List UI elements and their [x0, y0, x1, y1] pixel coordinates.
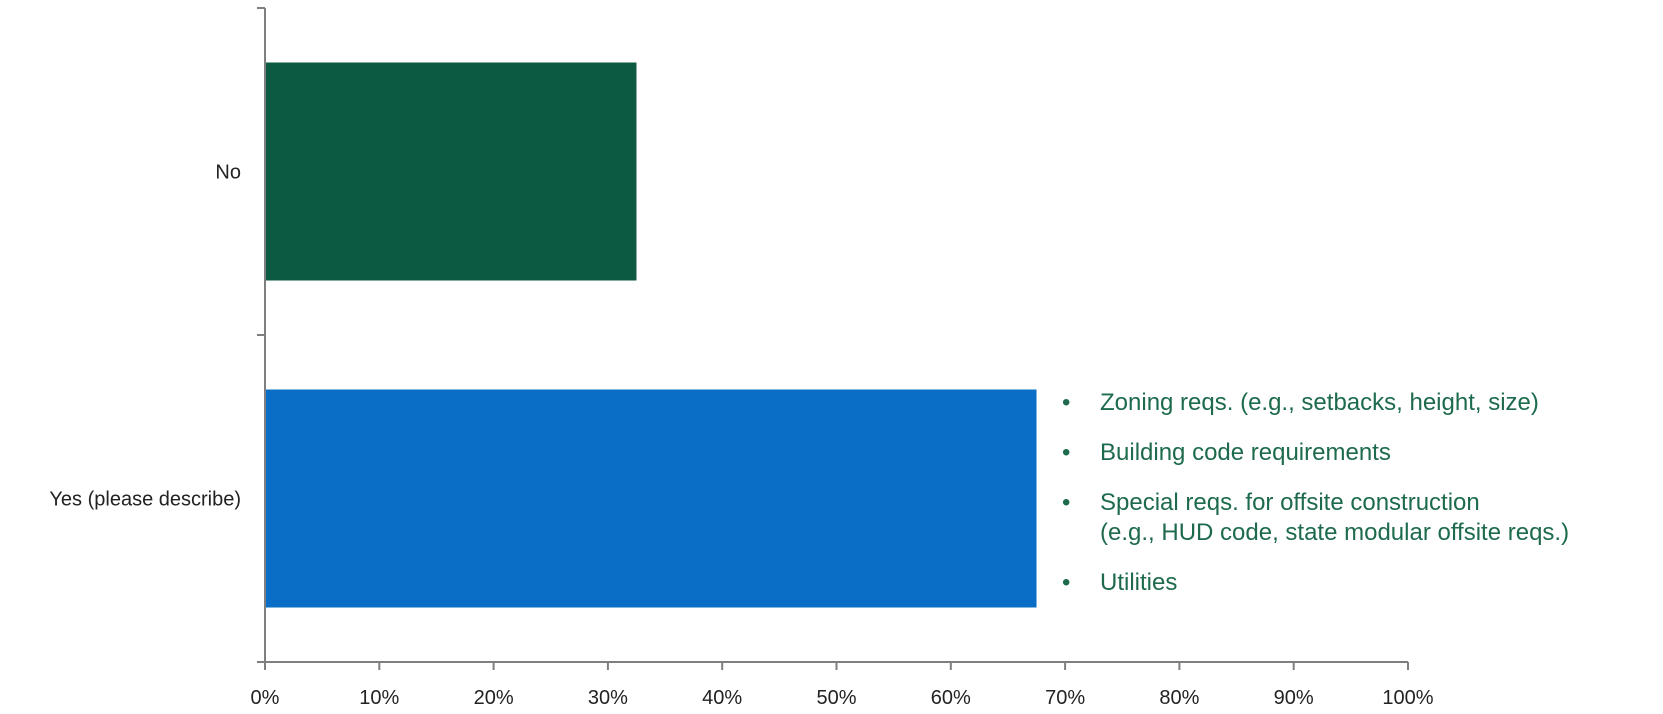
- annotation-text: (e.g., HUD code, state modular offsite r…: [1100, 519, 1570, 546]
- annotation-item: • Building code requirements: [1062, 438, 1652, 468]
- x-tick-label: 80%: [1159, 687, 1199, 709]
- bullet-icon: •: [1062, 569, 1071, 596]
- x-tick-label: 40%: [702, 687, 742, 709]
- annotation-text: Zoning reqs. (e.g., setbacks, height, si…: [1100, 389, 1539, 416]
- category-label-yes-please-describe: Yes (please describe): [49, 489, 241, 511]
- annotation-text: Special reqs. for offsite construction: [1100, 489, 1480, 516]
- bar-no: [265, 62, 637, 281]
- axes-layer: [257, 7, 1409, 670]
- x-tick-label: 0%: [251, 687, 280, 709]
- x-tick-label: 30%: [588, 687, 628, 709]
- annotation-item: • Utilities: [1062, 568, 1652, 598]
- x-tick-label: 70%: [1045, 687, 1085, 709]
- annotation-text: Utilities: [1100, 569, 1178, 596]
- bullet-icon: •: [1062, 489, 1071, 516]
- bar-yes-please-describe: [265, 389, 1037, 608]
- annotation-item: • Zoning reqs. (e.g., setbacks, height, s…: [1062, 388, 1652, 418]
- x-tick-label: 50%: [816, 687, 856, 709]
- x-tick-label: 20%: [474, 687, 514, 709]
- x-tick-label: 60%: [931, 687, 971, 709]
- yes-description-list: • Zoning reqs. (e.g., setbacks, height, s…: [1062, 388, 1652, 618]
- annotation-item: • Special reqs. for offsite construction (…: [1062, 488, 1652, 548]
- x-tick-label: 10%: [359, 687, 399, 709]
- bullet-icon: •: [1062, 389, 1071, 416]
- x-tick-label: 100%: [1382, 687, 1433, 709]
- category-label-no: No: [215, 162, 241, 184]
- labels-layer: No Yes (please describe) 0% 10% 20% 30% 40% 50%…: [49, 162, 1433, 710]
- annotation-text: Building code requirements: [1100, 439, 1391, 466]
- x-tick-label: 90%: [1274, 687, 1314, 709]
- bullet-icon: •: [1062, 439, 1071, 466]
- bars-layer: [265, 62, 1037, 608]
